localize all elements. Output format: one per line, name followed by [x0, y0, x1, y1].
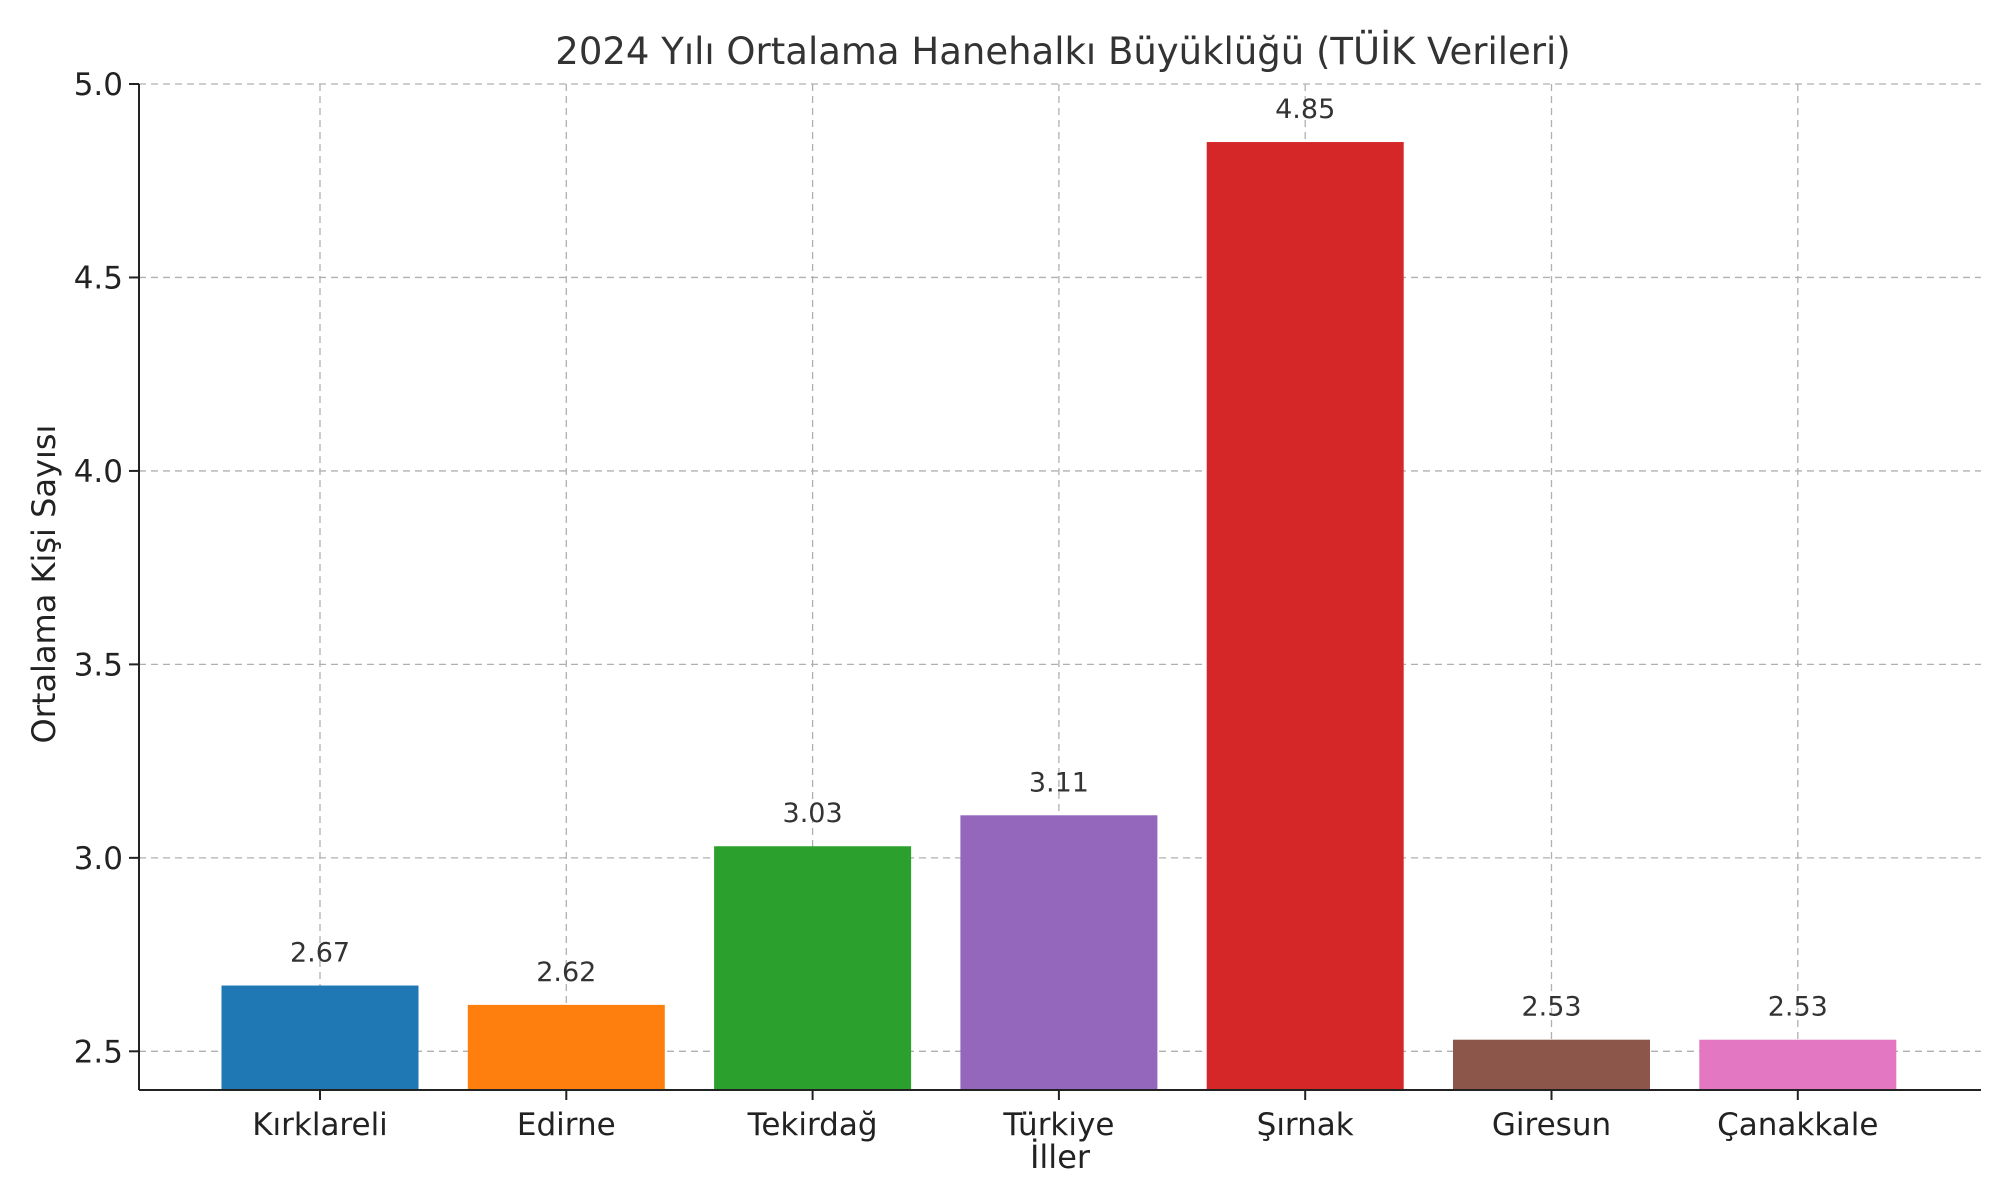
bar-value-label: 2.53: [1521, 992, 1581, 1023]
chart-title: 2024 Yılı Ortalama Hanehalkı Büyüklüğü (…: [555, 30, 1570, 73]
bar-value-label: 4.85: [1275, 94, 1335, 125]
bar-value-label: 2.53: [1768, 992, 1828, 1023]
bar-1: [221, 985, 419, 1090]
axes: [138, 84, 1981, 1091]
y-tick-label: 3.0: [74, 841, 123, 877]
y-tick-label: 2.5: [74, 1034, 123, 1070]
x-tick-label: Şırnak: [1257, 1107, 1354, 1143]
bar-value-label: 2.67: [290, 938, 350, 969]
grid: [139, 83, 1981, 1090]
x-tick-label: Giresun: [1492, 1107, 1611, 1143]
y-tick-label: 5.0: [74, 67, 123, 103]
bars: [221, 142, 1897, 1091]
x-tick-label: Türkiye: [1002, 1107, 1114, 1143]
bar-3: [714, 846, 912, 1090]
bar-6: [1453, 1039, 1650, 1090]
x-ticks: Kırklareli Edirne Tekirdağ Türkiye Şırnak Gir…: [252, 1090, 1878, 1143]
y-tick-label: 4.5: [74, 260, 123, 296]
x-tick-label: Çanakkale: [1717, 1107, 1878, 1143]
bar-value-label: 2.62: [536, 957, 596, 988]
y-axis-label: Ortalama Kişi Sayısı: [25, 425, 63, 744]
bar-7: [1699, 1039, 1897, 1090]
bar-5: [1206, 142, 1404, 1091]
x-tick-label: Tekirdağ: [747, 1107, 878, 1143]
bar-value-label: 3.03: [783, 798, 843, 829]
x-tick-label: Edirne: [517, 1107, 616, 1143]
x-axis-label: İller: [1030, 1138, 1091, 1176]
bar-value-label: 3.11: [1029, 767, 1089, 798]
value-labels: 2.67 2.62 3.03 3.11 4.85 2.53 2.53: [290, 94, 1828, 1023]
bar-4: [960, 815, 1158, 1090]
x-tick-label: Kırklareli: [252, 1107, 388, 1143]
y-tick-label: 4.0: [74, 454, 123, 490]
y-ticks: 2.5 3.0 3.5 4.0 4.5 5.0: [74, 67, 139, 1070]
y-tick-label: 3.5: [74, 647, 123, 683]
bar-2: [467, 1004, 665, 1090]
